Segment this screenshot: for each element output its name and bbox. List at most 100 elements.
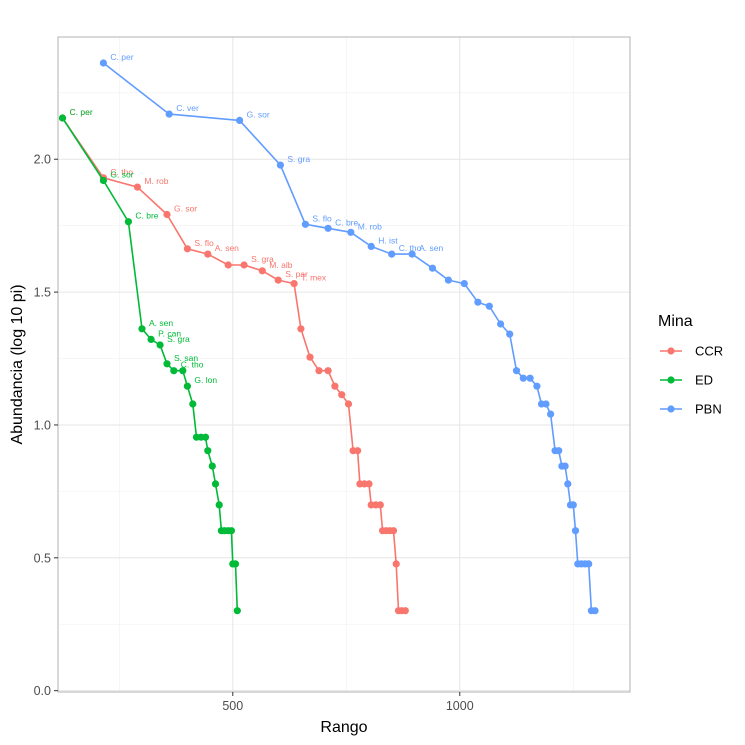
legend-label-pbn: PBN xyxy=(695,402,722,417)
data-point-pbn xyxy=(542,400,550,408)
data-point-ed xyxy=(189,400,197,408)
legend: Mina CCR ED PBN xyxy=(658,313,723,417)
data-point-pbn xyxy=(324,224,332,232)
data-point-ed xyxy=(163,360,171,368)
data-point-pbn xyxy=(519,374,527,382)
data-point-ccr xyxy=(338,391,346,399)
y-axis-title: Abundancia (log 10 pi) xyxy=(9,284,26,444)
data-point-ed xyxy=(99,176,107,185)
point-label-ccr: T. mex xyxy=(301,273,327,283)
y-axis-ticks: 0.0 0.5 1.0 1.5 2.0 xyxy=(34,153,58,698)
minor-gridlines xyxy=(58,37,630,692)
point-label-ccr: S. flo xyxy=(194,238,214,248)
series-ed xyxy=(58,114,241,615)
point-label-ed: C. bre xyxy=(135,211,158,221)
data-point-ccr xyxy=(240,261,248,269)
data-point-ed xyxy=(227,527,235,535)
data-point-ccr xyxy=(163,210,171,219)
point-label-ccr: M. alb xyxy=(269,260,292,270)
data-point-pbn xyxy=(585,560,593,568)
legend-item-pbn: PBN xyxy=(660,402,722,417)
point-label-ed: G. lon xyxy=(194,375,217,385)
data-point-ed xyxy=(156,341,164,349)
data-point-pbn xyxy=(571,527,580,535)
data-point-ccr xyxy=(258,267,266,275)
point-label-ccr: G. sor xyxy=(174,204,197,214)
legend-item-ccr: CCR xyxy=(660,344,723,359)
data-point-pbn xyxy=(99,59,107,67)
data-point-pbn xyxy=(564,480,572,488)
major-gridlines xyxy=(58,37,630,692)
data-point-pbn xyxy=(561,462,569,470)
data-point-ed xyxy=(233,607,241,615)
legend-label-ed: ED xyxy=(695,373,713,388)
data-point-pbn xyxy=(533,382,541,390)
point-label-ccr: C. per xyxy=(70,107,93,117)
point-label-ccr: S. gra xyxy=(251,254,274,264)
y-tick-label: 1.5 xyxy=(34,286,51,300)
data-point-ed xyxy=(208,462,216,470)
data-point-pbn xyxy=(301,220,309,228)
data-point-ccr xyxy=(183,245,191,253)
data-point-ccr xyxy=(389,527,398,535)
legend-key-point-ccr xyxy=(667,347,675,355)
data-point-pbn xyxy=(526,374,534,382)
data-point-pbn xyxy=(569,501,577,509)
data-point-ed xyxy=(124,218,132,226)
legend-title: Mina xyxy=(658,313,693,330)
data-point-pbn xyxy=(591,607,599,615)
y-tick-label: 2.0 xyxy=(34,153,51,167)
data-point-ed xyxy=(215,501,223,509)
data-point-ccr xyxy=(354,447,362,455)
point-label-pbn: C. ver xyxy=(176,103,199,113)
data-point-pbn xyxy=(276,161,284,169)
data-point-pbn xyxy=(347,228,355,236)
data-point-ccr xyxy=(315,367,323,375)
data-point-pbn xyxy=(428,264,437,272)
data-point-pbn xyxy=(512,367,521,375)
data-point-pbn xyxy=(236,116,244,124)
data-point-pbn xyxy=(367,242,375,250)
data-point-ed xyxy=(147,335,155,343)
y-tick-label: 1.0 xyxy=(34,418,51,432)
point-label-pbn: S. flo xyxy=(312,213,332,223)
point-label-pbn: C. tho xyxy=(399,243,422,253)
x-axis-ticks: 500 1000 xyxy=(222,692,474,713)
data-point-ed xyxy=(138,325,146,333)
data-point-pbn xyxy=(485,302,493,310)
point-label-ed: A. sen xyxy=(149,318,173,328)
series-ccr xyxy=(58,114,409,615)
point-label-ed: P. can xyxy=(158,328,181,338)
data-point-ccr xyxy=(306,353,314,361)
x-tick-label: 500 xyxy=(222,699,243,713)
data-point-pbn xyxy=(388,250,396,258)
data-point-ed xyxy=(231,560,240,568)
legend-items: CCR ED PBN xyxy=(660,344,723,417)
legend-key-point-pbn xyxy=(667,405,675,413)
point-label-ed: S. san xyxy=(174,353,198,363)
data-point-pbn xyxy=(506,330,514,338)
point-label-ed: C. per xyxy=(70,107,93,117)
x-tick-label: 1000 xyxy=(446,699,474,713)
data-point-pbn xyxy=(547,410,555,418)
point-label-ccr: S. par xyxy=(285,269,308,279)
legend-label-ccr: CCR xyxy=(695,344,723,359)
data-point-pbn xyxy=(474,298,482,306)
data-point-pbn xyxy=(165,110,173,118)
data-point-ed xyxy=(170,367,178,375)
data-point-ccr xyxy=(274,276,282,284)
data-point-ccr xyxy=(204,250,212,258)
data-point-ed xyxy=(211,480,220,488)
point-label-pbn: C. bre xyxy=(335,217,358,227)
point-label-ccr: M. rob xyxy=(144,176,168,186)
y-tick-label: 0.5 xyxy=(34,551,51,565)
point-label-ed: G. sor xyxy=(110,170,133,180)
data-point-ccr xyxy=(365,480,373,488)
point-label-pbn: A. sen xyxy=(419,243,443,253)
data-point-pbn xyxy=(460,280,468,288)
data-point-ccr xyxy=(392,560,400,568)
data-point-pbn xyxy=(408,250,416,258)
point-label-ccr: A. sen xyxy=(215,243,239,253)
